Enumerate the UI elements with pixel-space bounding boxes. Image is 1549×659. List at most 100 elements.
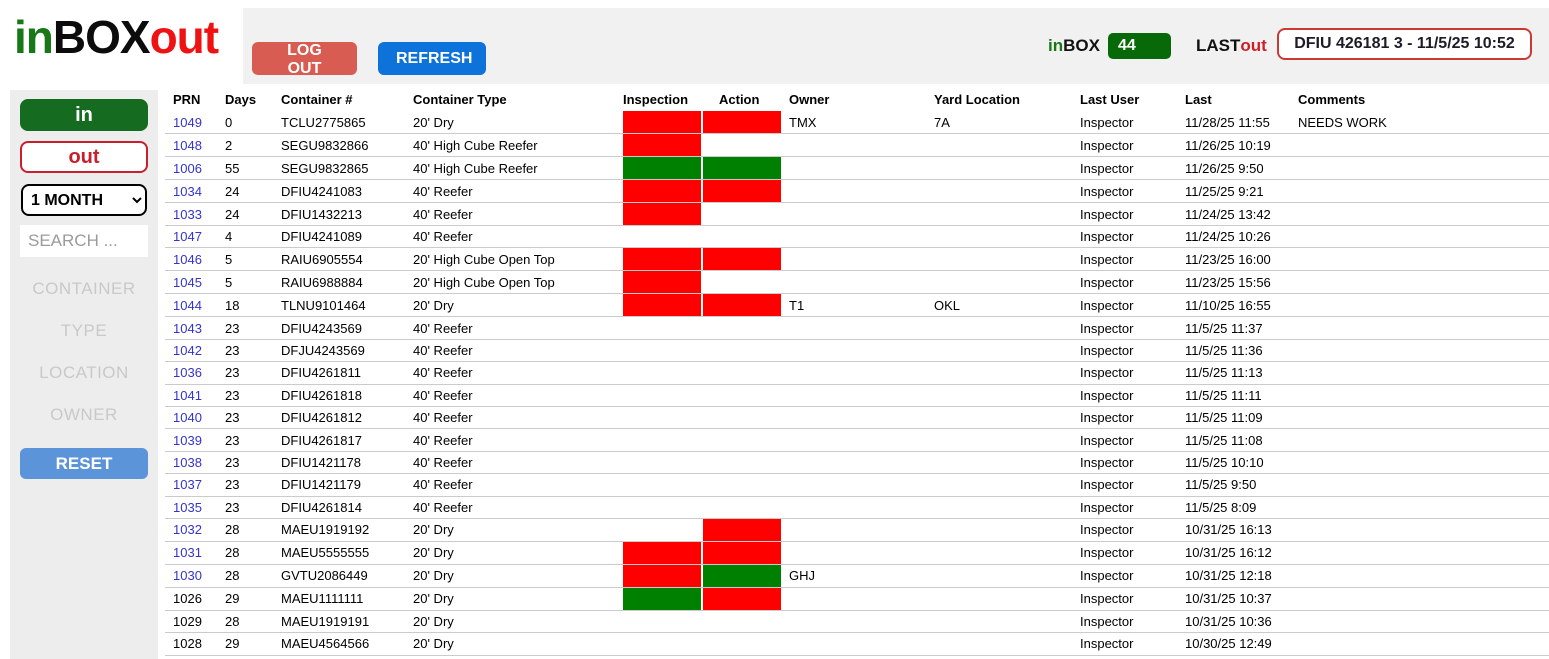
cell-comments [1298, 429, 1549, 451]
cell-container-type: 20' Dry [413, 591, 454, 607]
refresh-button[interactable]: REFRESH [378, 42, 486, 75]
table-row: 1038 23 DFIU1421178 40' Reefer Inspector 11/5… [165, 451, 1549, 474]
cell-days: 24 [225, 206, 240, 222]
cell-days: 0 [225, 114, 233, 130]
prn-link[interactable]: 1038 [173, 454, 202, 470]
cell-days: 55 [225, 160, 240, 176]
inspection-status-block-green[interactable] [623, 157, 701, 179]
table-row: 1036 23 DFIU4261811 40' Reefer Inspector 11/5… [165, 362, 1549, 385]
action-status-block-red[interactable] [703, 541, 781, 564]
action-status-block-red[interactable] [703, 518, 781, 541]
col-header-prn: PRN [173, 92, 201, 107]
prn-link[interactable]: 1034 [173, 183, 202, 199]
prn-link[interactable]: 1033 [173, 206, 202, 222]
cell-last-timestamp: 10/31/25 16:12 [1185, 545, 1272, 561]
reset-button[interactable]: RESET [20, 448, 148, 479]
cell-inspection [623, 203, 703, 226]
prn-link[interactable]: 1030 [173, 568, 202, 584]
cell-owner [783, 339, 934, 361]
cell-comments [1298, 518, 1549, 541]
table-header-row: PRN Days Container # Container Type Insp… [165, 88, 1549, 111]
cell-owner [783, 180, 934, 203]
cell-yard-location [934, 248, 1080, 271]
cell-action [703, 587, 783, 610]
prn-link[interactable]: 1036 [173, 365, 202, 381]
table-row: 1048 2 SEGU9832866 40' High Cube Reefer Insp… [165, 134, 1549, 157]
prn-link[interactable]: 1047 [173, 229, 202, 245]
prn-link[interactable]: 1049 [173, 114, 202, 130]
action-status-block-red[interactable] [703, 587, 781, 610]
cell-days: 23 [225, 342, 240, 358]
prn-link[interactable]: 1041 [173, 387, 202, 403]
prn-link[interactable]: 1035 [173, 499, 202, 515]
cell-container: DFIU4261817 [281, 432, 362, 448]
col-header-yard: Yard Location [934, 92, 1020, 107]
inspection-status-block-red[interactable] [623, 203, 701, 225]
inspection-status-block-red[interactable] [623, 111, 701, 133]
action-status-block-red[interactable] [703, 294, 781, 317]
cell-days: 23 [225, 365, 240, 381]
cell-yard-location [934, 157, 1080, 180]
period-select[interactable]: 1 MONTH [21, 184, 147, 216]
cell-action [703, 248, 783, 271]
prn-link[interactable]: 1006 [173, 160, 202, 176]
log-out-button[interactable]: LOG OUT [252, 42, 357, 77]
cell-inspection [623, 633, 703, 655]
cell-last-user: Inspector [1080, 477, 1134, 493]
prn-link[interactable]: 1043 [173, 320, 202, 336]
search-input[interactable] [20, 225, 148, 257]
sidebar-out-button[interactable]: out [20, 141, 148, 173]
cell-owner [783, 226, 934, 248]
cell-last-user: Inspector [1080, 320, 1134, 336]
cell-yard-location [934, 317, 1080, 339]
cell-container: DFIU4243569 [281, 320, 362, 336]
prn-link[interactable]: 1042 [173, 342, 202, 358]
prn-link[interactable]: 1037 [173, 477, 202, 493]
action-status-block-red[interactable] [703, 248, 781, 271]
cell-comments [1298, 317, 1549, 339]
prn-link[interactable]: 1039 [173, 432, 202, 448]
prn-link[interactable]: 1045 [173, 274, 202, 290]
prn-link[interactable]: 1048 [173, 137, 202, 153]
cell-yard-location [934, 633, 1080, 655]
cell-last-user: Inspector [1080, 410, 1134, 426]
inspection-status-block-red[interactable] [623, 564, 701, 587]
inspection-status-block-red[interactable] [623, 294, 701, 317]
prn-link[interactable]: 1031 [173, 545, 202, 561]
action-status-block-green[interactable] [703, 157, 781, 179]
prn-link[interactable]: 1032 [173, 522, 202, 538]
cell-action [703, 474, 783, 496]
cell-last-timestamp: 11/5/25 11:13 [1185, 365, 1263, 381]
cell-owner [783, 248, 934, 271]
cell-prn: 1035 [165, 496, 225, 518]
inspection-status-block-red[interactable] [623, 248, 701, 271]
cell-yard-location [934, 339, 1080, 361]
inspection-status-block-red[interactable] [623, 271, 701, 294]
prn-link[interactable]: 1040 [173, 410, 202, 426]
table-row: 1030 28 GVTU2086449 20' Dry GHJ Inspector 10/3… [165, 564, 1549, 588]
filter-label-owner: OWNER [50, 405, 118, 424]
action-status-block-red[interactable] [703, 180, 781, 202]
action-status-block-green[interactable] [703, 564, 781, 587]
inspection-status-block-green[interactable] [623, 587, 701, 610]
last-out-value-box[interactable]: DFIU 426181 3 - 11/5/25 10:52 [1277, 28, 1532, 60]
cell-last-user: Inspector [1080, 297, 1134, 313]
prn-link[interactable]: 1046 [173, 251, 202, 267]
cell-prn: 1045 [165, 271, 225, 294]
cell-action [703, 610, 783, 632]
sidebar-in-button[interactable]: in [20, 99, 148, 131]
cell-comments [1298, 203, 1549, 226]
cell-prn: 1044 [165, 294, 225, 317]
inspection-status-block-red[interactable] [623, 541, 701, 564]
inspection-status-block-red[interactable] [623, 180, 701, 202]
inspection-status-block-red[interactable] [623, 134, 701, 156]
cell-last-user: Inspector [1080, 432, 1134, 448]
containers-table-wrapper: PRN Days Container # Container Type Insp… [165, 88, 1549, 656]
action-status-block-red[interactable] [703, 111, 781, 133]
cell-last-user: Inspector [1080, 274, 1134, 290]
table-row: 1032 28 MAEU1919192 20' Dry Inspector 10/31/2… [165, 518, 1549, 542]
prn-link[interactable]: 1044 [173, 297, 202, 313]
cell-container: MAEU1111111 [281, 591, 364, 607]
last-out-cluster: LAST out [1196, 32, 1267, 60]
cell-prn: 1040 [165, 406, 225, 428]
